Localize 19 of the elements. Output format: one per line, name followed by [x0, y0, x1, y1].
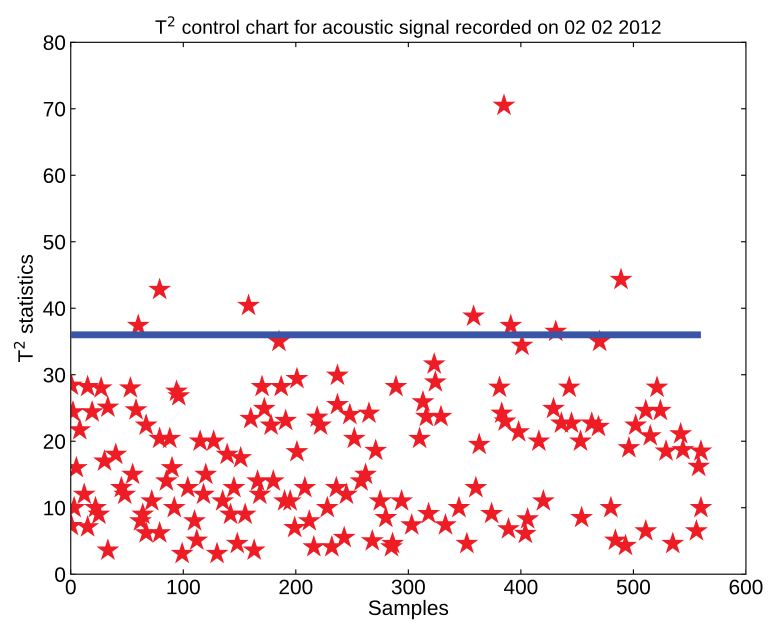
x-tick-label: 400	[504, 580, 538, 594]
y-tick-label: 10	[44, 500, 66, 516]
x-axis-title: Samples	[368, 600, 448, 620]
y-tick-label: 60	[44, 168, 66, 184]
x-tick-label: 500	[616, 580, 650, 594]
y-tick-label: 50	[44, 234, 66, 250]
x-tick-label: 600	[730, 580, 762, 594]
x-tick-label: 0	[66, 580, 76, 594]
y-axis-title: T$^{2}$ statistics	[14, 254, 33, 362]
y-tick-label: 30	[44, 368, 66, 382]
y-tick-label: 80	[44, 35, 66, 50]
y-tick-label: 70	[44, 102, 66, 117]
y-tick-label: 0	[55, 567, 66, 582]
x-tick-label: 100	[167, 580, 200, 594]
x-tick-label: 200	[279, 580, 312, 594]
chart-title: T$^{2}$ control chart for acoustic signal recorded on 02 02 2012	[155, 16, 661, 38]
x-tick-label: 300	[392, 580, 425, 594]
y-tick-label: 40	[43, 301, 66, 316]
y-tick-label: 20	[44, 434, 66, 449]
